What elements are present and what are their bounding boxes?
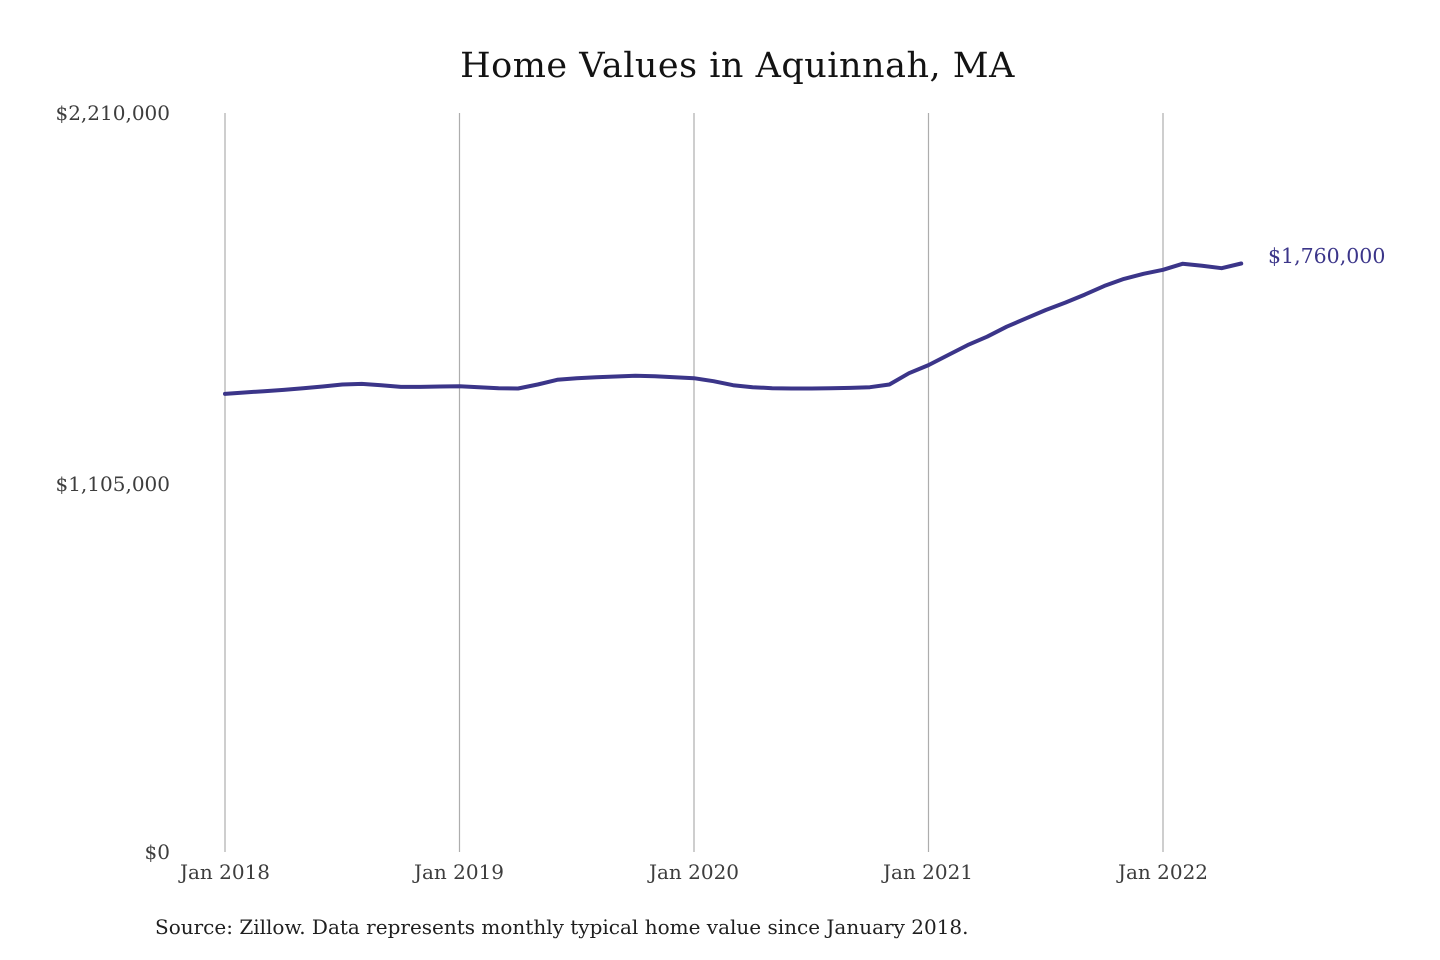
y-axis-tick-zero: $0 — [144, 840, 170, 864]
x-axis-tick-jan-2022: Jan 2022 — [1117, 860, 1209, 884]
x-axis-tick-jan-2021: Jan 2021 — [882, 860, 974, 884]
x-axis-tick-jan-2018: Jan 2018 — [179, 860, 271, 884]
x-axis-tick-jan-2020: Jan 2020 — [648, 860, 740, 884]
chart-title: Home Values in Aquinnah, MA — [460, 46, 1015, 86]
source-note: Source: Zillow. Data represents monthly … — [155, 915, 969, 939]
home-value-trend-line — [223, 261, 1244, 396]
current-value-label: $1,760,000 — [1268, 244, 1386, 268]
y-axis-tick-mid: $1,105,000 — [55, 472, 170, 496]
y-axis-tick-max: $2,210,000 — [55, 101, 170, 125]
x-axis-tick-jan-2019: Jan 2019 — [413, 860, 505, 884]
